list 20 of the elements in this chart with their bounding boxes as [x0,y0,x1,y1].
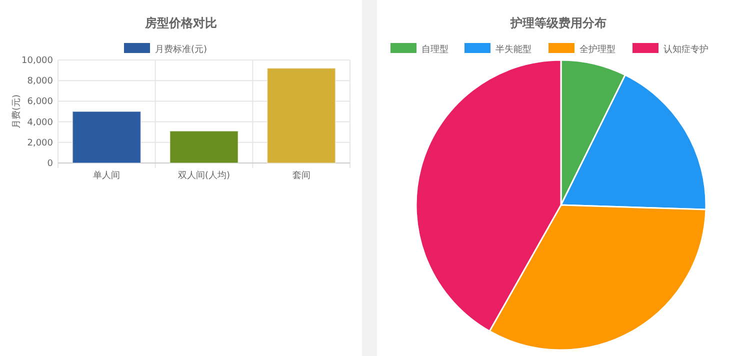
chart-title: 护理等级费用分布 [510,16,606,30]
legend-label: 全护理型 [580,44,616,55]
bar [169,130,239,164]
y-tick-label: 4,000 [27,118,54,128]
x-tick-label: 双人间(人均) [178,170,230,181]
x-tick-label: 套间 [292,170,310,181]
y-axis-title: 月费(元) [11,94,22,129]
x-tick-label: 单人间 [93,170,120,181]
y-tick-label: 2,000 [27,138,54,148]
legend-label: 月费标准(元) [155,44,208,55]
y-tick-label: 6,000 [27,97,54,108]
y-tick-label: 0 [47,159,54,169]
legend-label: 自理型 [422,44,448,55]
chart-title: 房型价格对比 [144,16,217,30]
legend-label: 认知症专护 [664,44,708,55]
y-tick-label: 8,000 [27,76,54,87]
legend-label: 半失能型 [496,44,532,55]
y-tick-label: 10,000 [22,56,54,66]
bar [266,68,336,164]
bar [72,111,142,164]
